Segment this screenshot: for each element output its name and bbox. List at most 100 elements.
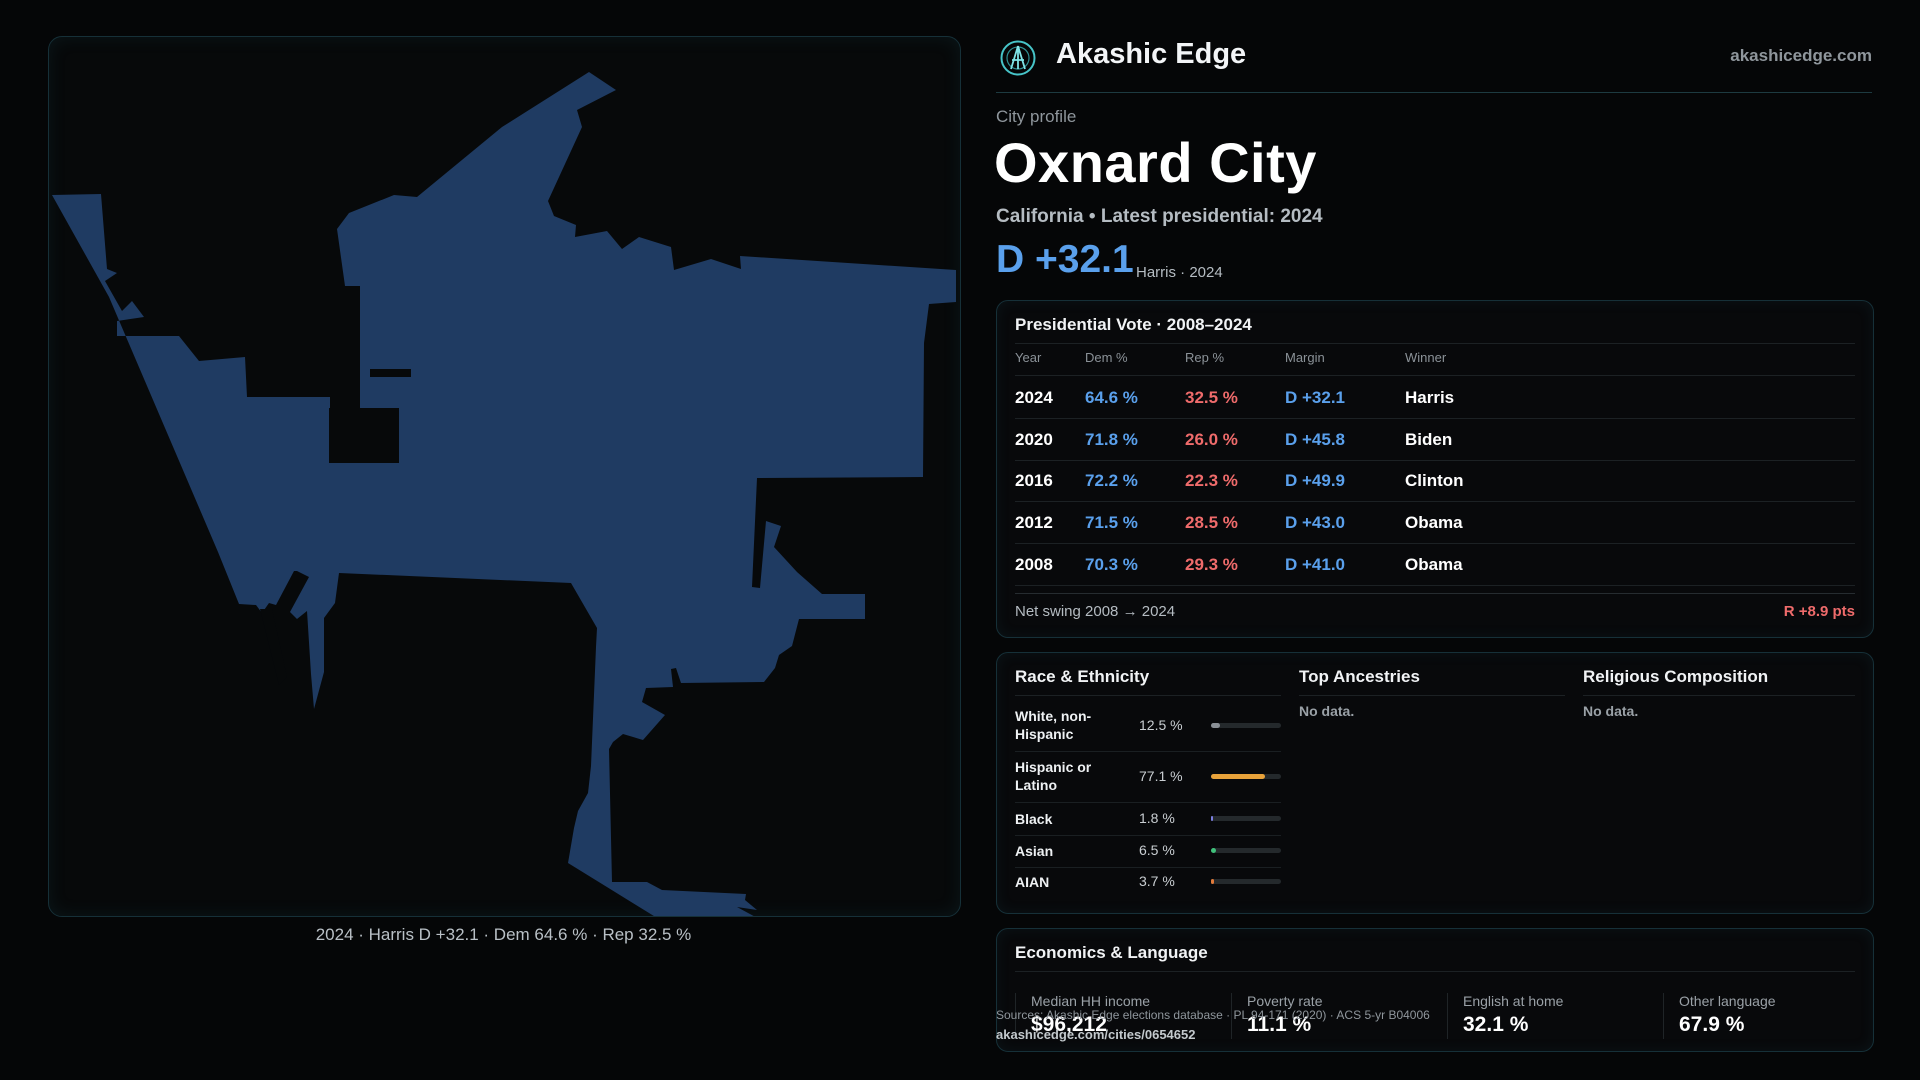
stat-label: Other language: [1679, 993, 1776, 1009]
stat-value: 11.1 %: [1247, 1013, 1312, 1036]
divider: [1447, 993, 1448, 1039]
sources-text: Sources: Akashic Edge elections database…: [996, 1008, 1430, 1022]
race-label: Black: [1015, 811, 1053, 827]
religion-empty-text: No data.: [1583, 703, 1639, 719]
race-percent: 6.5 %: [1139, 842, 1175, 858]
header-divider: [996, 92, 1872, 93]
cell-margin: D +45.8: [1285, 430, 1346, 449]
race-bar: [1211, 816, 1281, 821]
cell-margin: D +43.0: [1285, 513, 1346, 532]
race-percent: 77.1 %: [1139, 768, 1183, 784]
col-header-margin: Margin: [1285, 350, 1325, 365]
headline-margin: D +32.1: [996, 238, 1134, 281]
page-footer: Sources: Akashic Edge elections database…: [996, 1005, 1430, 1045]
race-label: Hispanic or Latino: [1015, 759, 1092, 793]
divider: [1015, 971, 1855, 972]
col-header-year: Year: [1015, 350, 1042, 365]
akashic-logo-icon[interactable]: [1000, 40, 1036, 76]
race-bar-fill: [1211, 723, 1220, 728]
page-title: Oxnard City: [994, 131, 1317, 194]
stat-value: 32.1 %: [1463, 1013, 1529, 1036]
table-row: 2024 64.6 % 32.5 % D +32.1 Harris: [1015, 376, 1855, 418]
divider: [1015, 501, 1855, 502]
cell-margin: D +41.0: [1285, 555, 1346, 574]
stat-label: Poverty rate: [1247, 993, 1323, 1009]
stat-label: Median HH income: [1031, 993, 1151, 1009]
cell-dem: 72.2 %: [1085, 471, 1138, 490]
ancestries-empty-text: No data.: [1299, 703, 1355, 719]
cell-dem: 71.5 %: [1085, 513, 1138, 532]
cell-year: 2008: [1015, 555, 1053, 574]
race-label: White, non-Hispanic: [1015, 708, 1092, 742]
cell-winner: Obama: [1405, 513, 1463, 532]
brand-header: Akashic Edge akashicedge.com: [996, 36, 1872, 92]
cell-rep: 32.5 %: [1185, 388, 1238, 407]
brand-domain[interactable]: akashicedge.com: [1730, 46, 1872, 65]
demographics-card: Race & Ethnicity Top Ancestries No data.…: [996, 652, 1874, 914]
cell-year: 2024: [1015, 388, 1053, 407]
cell-dem: 71.8 %: [1085, 430, 1138, 449]
col-header-rep: Rep %: [1185, 350, 1225, 365]
divider: [1015, 375, 1855, 376]
economics-card-title: Economics & Language: [1015, 943, 1208, 962]
race-bar-fill: [1211, 816, 1214, 821]
race-bar: [1211, 774, 1281, 779]
divider: [1015, 418, 1855, 419]
race-bar: [1211, 723, 1281, 728]
cell-winner: Obama: [1405, 555, 1463, 574]
cell-margin: D +32.1: [1285, 388, 1346, 407]
divider: [1015, 543, 1855, 544]
race-bar-fill: [1211, 774, 1265, 779]
race-label: Asian: [1015, 843, 1054, 859]
cell-rep: 26.0 %: [1185, 430, 1238, 449]
profile-kicker: City profile: [996, 107, 1077, 126]
table-row: 2020 71.8 % 26.0 % D +45.8 Biden: [1015, 418, 1855, 460]
divider: [1015, 460, 1855, 461]
divider: [1015, 802, 1281, 803]
cell-margin: D +49.9: [1285, 471, 1346, 490]
race-bar-fill: [1211, 879, 1214, 884]
divider: [1015, 695, 1281, 696]
stat-value: 67.9 %: [1679, 1013, 1745, 1036]
divider: [1663, 993, 1664, 1039]
divider: [1015, 867, 1281, 868]
net-swing-value: R +8.9 pts: [1783, 603, 1855, 620]
profile-subtitle: California • Latest presidential: 2024: [996, 206, 1323, 227]
top-ancestries-title: Top Ancestries: [1299, 667, 1420, 686]
race-percent: 1.8 %: [1139, 810, 1175, 826]
race-bar: [1211, 848, 1281, 853]
cell-year: 2020: [1015, 430, 1053, 449]
divider: [1231, 993, 1232, 1039]
city-boundary-shape: [52, 72, 956, 916]
divider: [1015, 751, 1281, 752]
race-label: AIAN: [1015, 874, 1050, 890]
cell-rep: 29.3 %: [1185, 555, 1238, 574]
brand-name[interactable]: Akashic Edge: [1056, 38, 1247, 70]
stat-value: $96,212: [1031, 1013, 1107, 1036]
cell-dem: 70.3 %: [1085, 555, 1138, 574]
table-row: 2016 72.2 % 22.3 % D +49.9 Clinton: [1015, 459, 1855, 501]
cell-winner: Clinton: [1405, 471, 1464, 490]
divider: [1015, 835, 1281, 836]
stat-label: English at home: [1463, 993, 1564, 1009]
race-bar-fill: [1211, 848, 1216, 853]
cell-year: 2016: [1015, 471, 1053, 490]
presidential-vote-card: Presidential Vote · 2008–2024 Year Dem %…: [996, 300, 1874, 638]
cell-winner: Biden: [1405, 430, 1453, 449]
cell-year: 2012: [1015, 513, 1053, 532]
race-percent: 12.5 %: [1139, 717, 1183, 733]
table-row: 2008 70.3 % 29.3 % D +41.0 Obama: [1015, 543, 1855, 585]
divider: [1015, 993, 1016, 1039]
divider: [1015, 585, 1855, 586]
col-header-dem: Dem %: [1085, 350, 1128, 365]
page-url-link[interactable]: akashicedge.com/cities/0654652: [996, 1027, 1196, 1042]
religious-composition-title: Religious Composition: [1583, 667, 1769, 686]
cell-dem: 64.6 %: [1085, 388, 1138, 407]
cell-rep: 22.3 %: [1185, 471, 1238, 490]
race-bar: [1211, 879, 1281, 884]
cell-winner: Harris: [1405, 388, 1455, 407]
net-swing-label: Net swing 2008 → 2024: [1015, 603, 1176, 620]
city-boundary-map: [48, 36, 961, 917]
table-row: 2012 71.5 % 28.5 % D +43.0 Obama: [1015, 501, 1855, 543]
col-header-winner: Winner: [1405, 350, 1447, 365]
